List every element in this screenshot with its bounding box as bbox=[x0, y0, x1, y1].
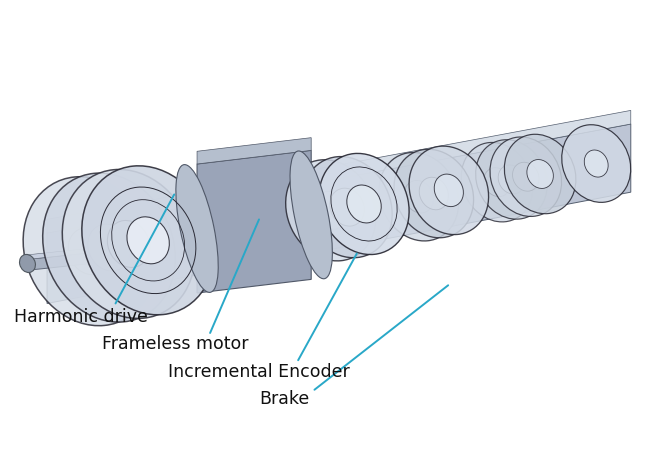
Ellipse shape bbox=[20, 255, 35, 272]
Ellipse shape bbox=[419, 177, 449, 210]
Polygon shape bbox=[28, 252, 96, 270]
Ellipse shape bbox=[290, 151, 332, 279]
Ellipse shape bbox=[498, 165, 525, 194]
Ellipse shape bbox=[88, 224, 130, 271]
Ellipse shape bbox=[476, 140, 547, 219]
Ellipse shape bbox=[127, 217, 170, 264]
Ellipse shape bbox=[62, 170, 195, 319]
Text: Brake: Brake bbox=[259, 390, 309, 408]
Ellipse shape bbox=[176, 165, 218, 292]
Ellipse shape bbox=[68, 228, 111, 275]
Ellipse shape bbox=[319, 154, 409, 255]
Ellipse shape bbox=[107, 220, 150, 267]
Ellipse shape bbox=[434, 174, 463, 207]
Polygon shape bbox=[47, 111, 631, 233]
Text: Incremental Encoder: Incremental Encoder bbox=[168, 362, 350, 381]
Ellipse shape bbox=[82, 166, 214, 315]
Ellipse shape bbox=[43, 173, 176, 322]
Ellipse shape bbox=[379, 153, 458, 241]
Ellipse shape bbox=[346, 185, 381, 223]
Ellipse shape bbox=[314, 191, 348, 229]
Ellipse shape bbox=[286, 160, 376, 261]
Ellipse shape bbox=[330, 188, 364, 226]
Ellipse shape bbox=[527, 159, 553, 188]
Ellipse shape bbox=[394, 149, 474, 238]
Ellipse shape bbox=[490, 137, 561, 217]
Polygon shape bbox=[47, 124, 631, 303]
Ellipse shape bbox=[584, 150, 608, 177]
Ellipse shape bbox=[404, 181, 434, 213]
Text: Harmonic drive: Harmonic drive bbox=[14, 308, 148, 326]
Text: Frameless motor: Frameless motor bbox=[102, 335, 249, 353]
Polygon shape bbox=[197, 138, 311, 164]
Ellipse shape bbox=[461, 143, 533, 222]
Ellipse shape bbox=[23, 177, 156, 326]
Ellipse shape bbox=[562, 125, 631, 202]
Ellipse shape bbox=[302, 157, 392, 258]
Ellipse shape bbox=[409, 146, 489, 234]
Ellipse shape bbox=[504, 134, 576, 214]
Polygon shape bbox=[28, 248, 96, 260]
Polygon shape bbox=[197, 150, 311, 293]
Ellipse shape bbox=[484, 168, 510, 197]
Ellipse shape bbox=[512, 162, 539, 191]
